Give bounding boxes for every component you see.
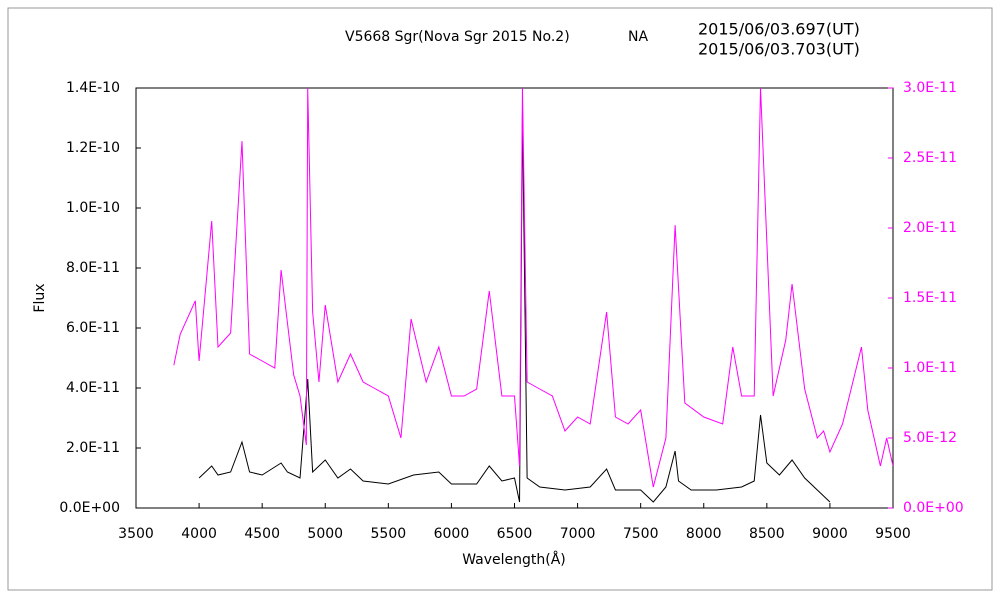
y2-tick-label: 2.0E-11 (903, 220, 957, 236)
x-tick-label: 5000 (307, 526, 343, 542)
x-tick-label: 4500 (244, 526, 280, 542)
x-tick-label: 7500 (623, 526, 659, 542)
x-tick-label: 4000 (181, 526, 217, 542)
x-tick-label: 9000 (812, 526, 848, 542)
y-tick-label: 1.4E-10 (66, 80, 120, 96)
annotation: NA (628, 29, 648, 45)
x-tick-label: 5500 (371, 526, 407, 542)
y-tick-label: 1.2E-10 (66, 140, 120, 156)
x-tick-label: 6500 (497, 526, 533, 542)
chart-title: V5668 Sgr(Nova Sgr 2015 No.2) (345, 29, 570, 45)
x-tick-label: 6000 (434, 526, 470, 542)
y-axis-label: Flux (32, 283, 48, 312)
y-tick-label: 4.0E-11 (66, 380, 120, 396)
series-line (173, 88, 893, 488)
y2-tick-label: 3.0E-11 (903, 80, 957, 96)
y-tick-label: 8.0E-11 (66, 260, 120, 276)
y2-tick-label: 0.0E+00 (903, 500, 964, 516)
legend-entry: 2015/06/03.697(UT) (698, 20, 860, 39)
x-tick-label: 8500 (749, 526, 785, 542)
y-tick-label: 1.0E-10 (66, 200, 120, 216)
y2-tick-label: 1.0E-11 (903, 360, 957, 376)
y2-tick-label: 2.5E-11 (903, 150, 957, 166)
x-tick-label: 8000 (686, 526, 722, 542)
y2-tick-label: 5.0E-12 (903, 430, 957, 446)
x-tick-label: 9500 (875, 526, 911, 542)
y-tick-label: 2.0E-11 (66, 440, 120, 456)
y-tick-label: 6.0E-11 (66, 320, 120, 336)
x-tick-label: 7000 (560, 526, 596, 542)
x-tick-label: 3500 (118, 526, 154, 542)
y-tick-label: 0.0E+00 (59, 500, 120, 516)
frame (7, 7, 993, 591)
plot-area (135, 87, 894, 509)
x-axis-label: Wavelength(Å) (462, 551, 566, 568)
legend-entry: 2015/06/03.703(UT) (698, 40, 860, 59)
series-line (198, 111, 831, 503)
y2-tick-label: 1.5E-11 (903, 290, 957, 306)
